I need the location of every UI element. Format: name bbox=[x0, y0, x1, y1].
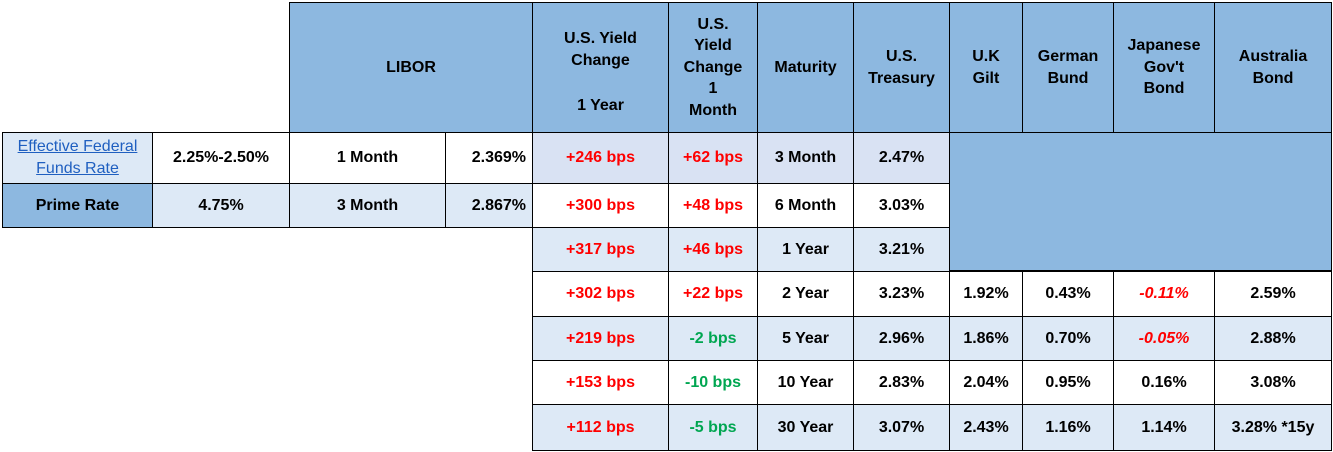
header-yield-1y-line2: Change bbox=[571, 51, 630, 69]
header-uk-gilt-line2: Gilt bbox=[972, 69, 1000, 87]
german-bund-5-year: 0.70% bbox=[1022, 316, 1114, 361]
header-australia-line2: Bond bbox=[1252, 69, 1294, 87]
australia-bond-2-year: 2.59% bbox=[1214, 271, 1332, 317]
header-maturity: Maturity bbox=[757, 2, 854, 133]
empty-foreign-block bbox=[949, 132, 1332, 271]
libor-term-1-month: 1 Month bbox=[289, 132, 446, 184]
prime-rate-label: Prime Rate bbox=[2, 183, 153, 228]
change-1y-30-year: +112 bps bbox=[532, 404, 669, 451]
effective-federal-funds-rate-value: 2.25%-2.50% bbox=[152, 132, 290, 184]
japanese-bond-10-year: 0.16% bbox=[1113, 360, 1215, 405]
change-1m-6-month: +48 bps bbox=[668, 183, 758, 228]
change-1y-2-year: +302 bps bbox=[532, 271, 669, 317]
maturity-3-month: 3 Month bbox=[757, 132, 854, 184]
change-1y-10-year: +153 bps bbox=[532, 360, 669, 405]
header-us-treasury-line1: U.S. bbox=[885, 47, 918, 65]
us-treasury-6-month: 3.03% bbox=[853, 183, 950, 228]
header-yield-1m-line2: Yield bbox=[694, 37, 732, 55]
maturity-6-month: 6 Month bbox=[757, 183, 854, 228]
change-1m-2-year: +22 bps bbox=[668, 271, 758, 317]
header-yield-change-1-year: U.S. Yield Change 1 Year bbox=[532, 2, 669, 133]
libor-rate-1-month: 2.369% bbox=[445, 132, 533, 184]
change-1y-5-year: +219 bps bbox=[532, 316, 669, 361]
us-treasury-5-year: 2.96% bbox=[853, 316, 950, 361]
maturity-10-year: 10 Year bbox=[757, 360, 854, 405]
change-1y-6-month: +300 bps bbox=[532, 183, 669, 228]
header-australia-bond: Australia Bond bbox=[1214, 2, 1332, 133]
maturity-30-year: 30 Year bbox=[757, 404, 854, 451]
australia-bond-10-year: 3.08% bbox=[1214, 360, 1332, 405]
header-yield-1y-line4: 1 Year bbox=[577, 97, 624, 115]
change-1m-3-month: +62 bps bbox=[668, 132, 758, 184]
header-german-bund: German Bund bbox=[1022, 2, 1114, 133]
maturity-2-year: 2 Year bbox=[757, 271, 854, 317]
header-yield-1m-line4: 1 bbox=[708, 80, 718, 98]
german-bund-10-year: 0.95% bbox=[1022, 360, 1114, 405]
maturity-5-year: 5 Year bbox=[757, 316, 854, 361]
change-1y-1-year: +317 bps bbox=[532, 227, 669, 272]
us-treasury-1-year: 3.21% bbox=[853, 227, 950, 272]
header-german-bund-line2: Bund bbox=[1047, 69, 1089, 87]
uk-gilt-5-year: 1.86% bbox=[949, 316, 1023, 361]
header-yield-1m-line5: Month bbox=[689, 101, 737, 119]
header-libor: LIBOR bbox=[289, 2, 533, 133]
australia-bond-30-year: 3.28% *15y bbox=[1214, 404, 1332, 451]
effective-federal-funds-rate-label: Effective Federal Funds Rate bbox=[2, 132, 153, 184]
german-bund-2-year: 0.43% bbox=[1022, 271, 1114, 317]
header-uk-gilt: U.K Gilt bbox=[949, 2, 1023, 133]
header-yield-1m-line1: U.S. bbox=[697, 15, 729, 33]
header-yield-1m-line3: Change bbox=[683, 58, 743, 76]
japanese-bond-5-year: -0.05% bbox=[1113, 316, 1215, 361]
header-japanese-line3: Bond bbox=[1143, 80, 1185, 98]
japanese-bond-30-year: 1.14% bbox=[1113, 404, 1215, 451]
japanese-bond-2-year: -0.11% bbox=[1113, 271, 1215, 317]
german-bund-30-year: 1.16% bbox=[1022, 404, 1114, 451]
header-uk-gilt-line1: U.K bbox=[972, 47, 1000, 65]
us-treasury-10-year: 2.83% bbox=[853, 360, 950, 405]
australia-bond-5-year: 2.88% bbox=[1214, 316, 1332, 361]
libor-rate-3-month: 2.867% bbox=[445, 183, 533, 228]
change-1m-5-year: -2 bps bbox=[668, 316, 758, 361]
prime-rate-value: 4.75% bbox=[152, 183, 290, 228]
header-yield-change-1-month: U.S. Yield Change 1 Month bbox=[668, 2, 758, 133]
us-treasury-2-year: 3.23% bbox=[853, 271, 950, 317]
header-us-treasury: U.S. Treasury bbox=[853, 2, 950, 133]
uk-gilt-2-year: 1.92% bbox=[949, 271, 1023, 317]
uk-gilt-10-year: 2.04% bbox=[949, 360, 1023, 405]
header-yield-1y-line1: U.S. Yield bbox=[564, 30, 637, 48]
effective-federal-funds-rate-link[interactable]: Effective Federal Funds Rate bbox=[17, 138, 138, 177]
us-treasury-30-year: 3.07% bbox=[853, 404, 950, 451]
uk-gilt-30-year: 2.43% bbox=[949, 404, 1023, 451]
change-1y-3-month: +246 bps bbox=[532, 132, 669, 184]
change-1m-10-year: -10 bps bbox=[668, 360, 758, 405]
header-japanese-line2: Gov't bbox=[1143, 58, 1185, 76]
libor-term-3-month: 3 Month bbox=[289, 183, 446, 228]
header-japanese-line1: Japanese bbox=[1127, 37, 1201, 55]
us-treasury-3-month: 2.47% bbox=[853, 132, 950, 184]
header-australia-line1: Australia bbox=[1238, 47, 1308, 65]
header-japanese-gov-bond: Japanese Gov't Bond bbox=[1113, 2, 1215, 133]
change-1m-1-year: +46 bps bbox=[668, 227, 758, 272]
header-german-bund-line1: German bbox=[1037, 47, 1099, 65]
maturity-1-year: 1 Year bbox=[757, 227, 854, 272]
header-us-treasury-line2: Treasury bbox=[868, 69, 935, 87]
change-1m-30-year: -5 bps bbox=[668, 404, 758, 451]
